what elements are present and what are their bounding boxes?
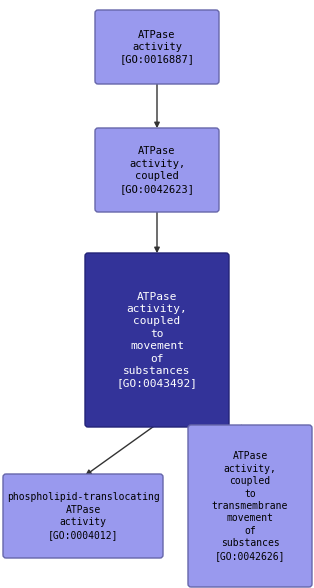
- Text: ATPase
activity,
coupled
to
transmembrane
movement
of
substances
[GO:0042626]: ATPase activity, coupled to transmembran…: [212, 452, 288, 560]
- Text: ATPase
activity
[GO:0016887]: ATPase activity [GO:0016887]: [120, 29, 194, 65]
- FancyBboxPatch shape: [95, 10, 219, 84]
- Text: phospholipid-translocating
ATPase
activity
[GO:0004012]: phospholipid-translocating ATPase activi…: [7, 492, 160, 540]
- FancyBboxPatch shape: [188, 425, 312, 587]
- FancyBboxPatch shape: [95, 128, 219, 212]
- Text: ATPase
activity,
coupled
[GO:0042623]: ATPase activity, coupled [GO:0042623]: [120, 146, 194, 193]
- FancyBboxPatch shape: [85, 253, 229, 427]
- Text: ATPase
activity,
coupled
to
movement
of
substances
[GO:0043492]: ATPase activity, coupled to movement of …: [116, 292, 198, 389]
- FancyBboxPatch shape: [3, 474, 163, 558]
